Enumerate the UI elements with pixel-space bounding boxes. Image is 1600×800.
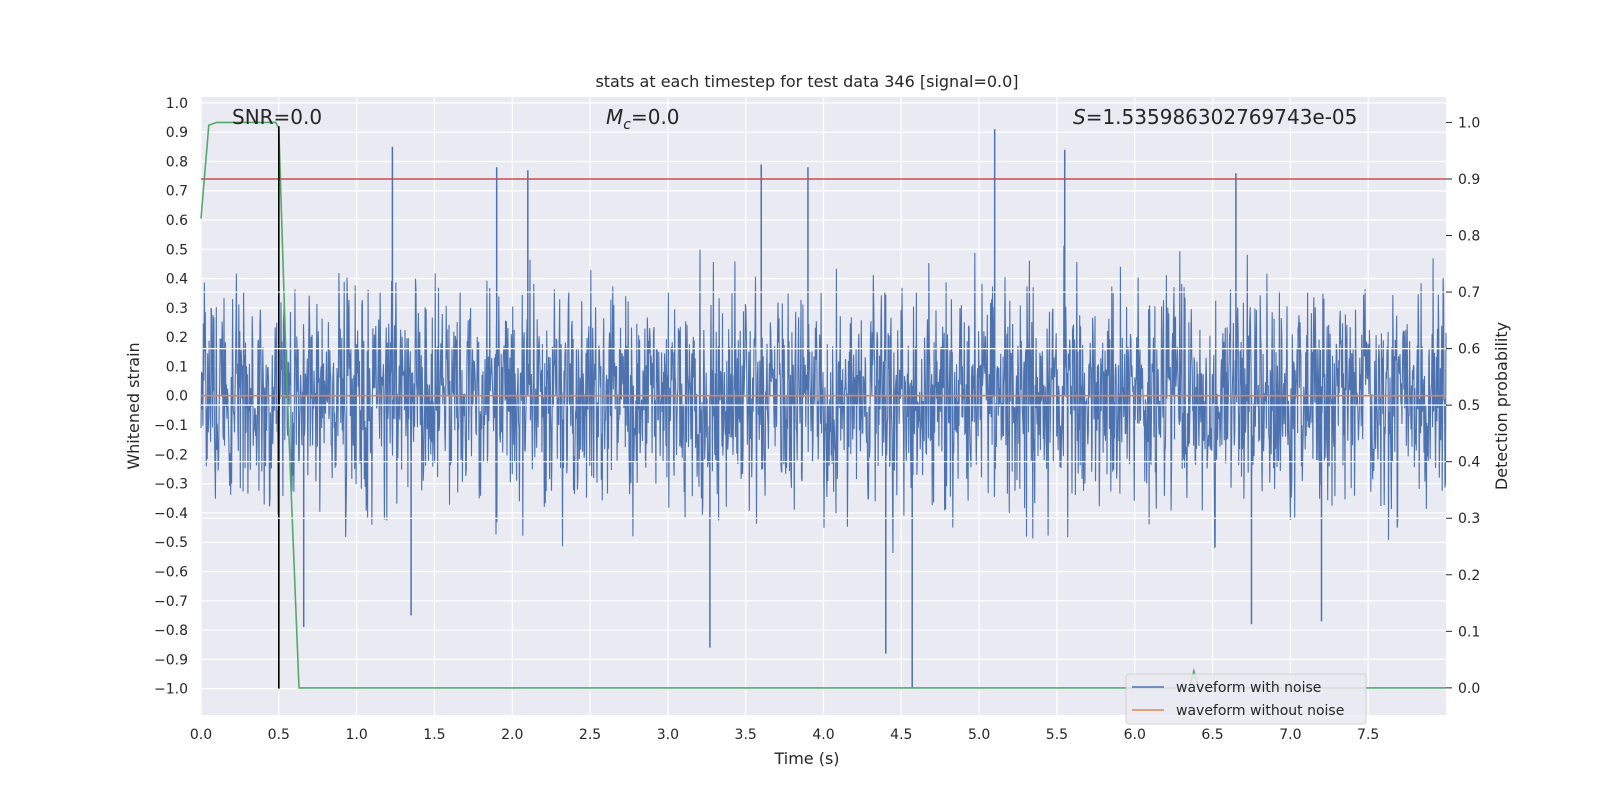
y-tick-label: −0.7 <box>154 594 188 610</box>
y2-tick-label: 1.0 <box>1458 115 1480 131</box>
y2-tick-label: 0.3 <box>1458 511 1480 527</box>
y-tick-labels: 1.0 0.9 0.8 0.7 0.6 0.5 0.4 0.3 0.2 0.1 0.0 −0.1 −0.… <box>154 96 188 698</box>
snr-annotation: SNR=0.0 <box>232 105 322 129</box>
y-tick-label: 0.9 <box>166 125 188 141</box>
y-tick-label: −0.6 <box>154 564 188 580</box>
y-tick-label: 0.8 <box>166 154 188 170</box>
y-tick-label: 0.4 <box>166 272 188 288</box>
x-tick-label: 4.0 <box>812 727 834 743</box>
x-tick-label: 7.5 <box>1357 727 1379 743</box>
detection-probability-line <box>200 121 1446 689</box>
x-tick-label: 3.0 <box>657 727 679 743</box>
y-tick-label: 0.5 <box>166 242 188 258</box>
s-annotation: S=1.535986302769743e-05 <box>1073 105 1357 129</box>
noise-trace <box>200 245 1447 554</box>
series-lines <box>200 121 1446 689</box>
mc-symbol: M <box>606 105 623 129</box>
legend-box <box>1125 673 1367 725</box>
x-tick-label: 5.5 <box>1046 727 1068 743</box>
y-tick-label: 0.0 <box>166 389 188 405</box>
y2-tick-labels: 1.0 0.9 0.8 0.7 0.6 0.5 0.4 0.3 0.2 0.1 0.0 <box>1446 115 1480 697</box>
s-symbol: S <box>1073 105 1086 129</box>
y2-tick-label: 0.5 <box>1458 398 1480 414</box>
chirp-mass-annotation: Mc=0.0 <box>606 105 680 133</box>
y-tick-label: −0.5 <box>154 535 188 551</box>
legend: waveform with noise waveform without noi… <box>1125 673 1367 725</box>
x-tick-labels: 0.0 0.5 1.0 1.5 2.0 2.5 3.0 3.5 4.0 4.5 5.0 5.5 6.0 6… <box>190 727 1379 743</box>
chart-title: stats at each timestep for test data 346… <box>595 72 1018 91</box>
legend-label-noise: waveform with noise <box>1176 680 1321 696</box>
y-tick-label: −0.3 <box>154 477 188 493</box>
y2-tick-label: 0.1 <box>1458 624 1480 640</box>
y2-tick-label: 0.4 <box>1458 455 1480 471</box>
x-tick-label: 1.0 <box>345 727 367 743</box>
mc-value: =0.0 <box>631 105 680 129</box>
y2-axis-label: Detection probability <box>1492 322 1511 490</box>
x-axis-label: Time (s) <box>773 749 839 768</box>
y2-tick-label: 0.8 <box>1458 229 1480 245</box>
y-tick-label: 0.1 <box>166 359 188 375</box>
x-tick-label: 2.0 <box>501 727 523 743</box>
y2-tick-label: 0.9 <box>1458 172 1480 188</box>
y-tick-label: −0.1 <box>154 418 188 434</box>
x-tick-label: 2.5 <box>579 727 601 743</box>
x-tick-label: 0.5 <box>268 727 290 743</box>
y-tick-label: 1.0 <box>166 96 188 112</box>
noise-series <box>200 129 1447 689</box>
y2-tick-label: 0.0 <box>1458 681 1480 697</box>
y-tick-label: 0.2 <box>166 330 188 346</box>
y2-tick-label: 0.2 <box>1458 568 1480 584</box>
x-tick-label: 1.5 <box>423 727 445 743</box>
x-tick-label: 5.0 <box>968 727 990 743</box>
y2-tick-label: 0.6 <box>1458 342 1480 358</box>
right-grid <box>201 291 1446 519</box>
x-tick-label: 6.0 <box>1124 727 1146 743</box>
x-tick-label: 0.0 <box>190 727 212 743</box>
y-tick-label: 0.3 <box>166 301 188 317</box>
y-tick-label: −1.0 <box>154 682 188 698</box>
y-tick-label: 0.6 <box>166 213 188 229</box>
y2-tick-label: 0.7 <box>1458 285 1480 301</box>
s-value: =1.535986302769743e-05 <box>1086 105 1358 129</box>
y-axis-label: Whitened strain <box>124 342 143 469</box>
x-tick-label: 4.5 <box>890 727 912 743</box>
y-tick-label: 0.7 <box>166 184 188 200</box>
y-tick-label: −0.4 <box>154 506 188 522</box>
y-tick-label: −0.8 <box>154 623 188 639</box>
mc-subscript: c <box>623 117 631 133</box>
x-tick-label: 6.5 <box>1201 727 1223 743</box>
x-tick-label: 7.0 <box>1279 727 1301 743</box>
legend-label-clean: waveform without noise <box>1176 703 1344 719</box>
y-tick-label: −0.2 <box>154 447 188 463</box>
y-tick-label: −0.9 <box>154 652 188 668</box>
x-tick-label: 3.5 <box>735 727 757 743</box>
